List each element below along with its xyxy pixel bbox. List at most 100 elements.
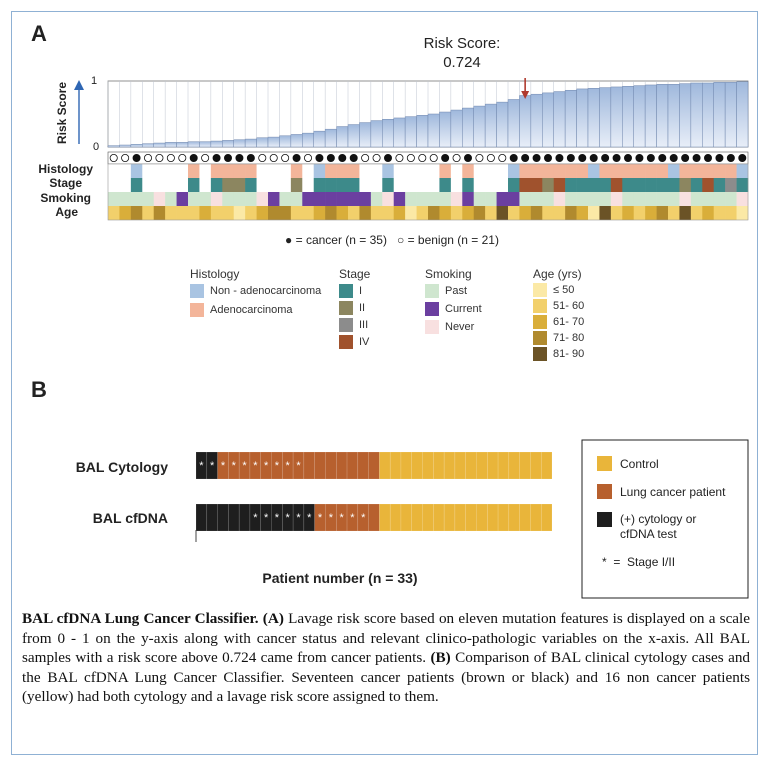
histology-cell (428, 164, 440, 178)
histology-cell (679, 164, 692, 178)
stage-asterisk: * (253, 512, 258, 524)
stage-asterisk: * (242, 460, 247, 472)
age-cell (245, 206, 257, 220)
stage-asterisk: * (199, 460, 204, 472)
risk-bar (542, 92, 554, 148)
cancer-marker (715, 153, 724, 162)
stage-asterisk: * (253, 460, 258, 472)
cancer-marker (315, 153, 324, 162)
stage-cell (142, 178, 155, 192)
smoking-cell (610, 192, 623, 206)
age-cell (336, 206, 349, 220)
benign-marker (121, 153, 130, 162)
smoking-cell (370, 192, 383, 206)
stage-cell (576, 178, 589, 192)
figure-caption: BAL cfDNA Lung Cancer Classifier. (A) La… (22, 609, 750, 707)
cancer-marker (589, 153, 598, 162)
risk-bar (153, 142, 166, 148)
cancer-marker (601, 153, 610, 162)
cancer-segment (325, 451, 337, 480)
risk-bar (656, 84, 669, 148)
stage-cell (610, 178, 623, 192)
legend-histology-title: Histology (190, 267, 240, 281)
smoking-cell (199, 192, 212, 206)
risk-bar (336, 126, 349, 148)
cancer-marker (726, 153, 735, 162)
legend-item-age-71-80: 71- 80 (533, 331, 584, 345)
benign-marker (361, 153, 370, 162)
smoking-cell (473, 192, 486, 206)
stage-cell (348, 178, 360, 192)
benign-marker (303, 153, 312, 162)
cancer-marker (212, 153, 221, 162)
legend-stage-title: Stage (339, 267, 371, 281)
stage-cell (485, 178, 497, 192)
stage-cell (256, 178, 269, 192)
cancer-segment (368, 451, 380, 480)
stage-cell (119, 178, 132, 192)
risk-bar (622, 86, 634, 148)
benign-marker (498, 153, 507, 162)
risk-bar (507, 99, 520, 148)
stage-cell (176, 178, 189, 192)
legend-item-stage-iv: IV (339, 335, 369, 349)
risk-bar (519, 95, 532, 148)
legend-item-past: Past (425, 284, 467, 298)
cancer-marker (692, 153, 701, 162)
age-cell (256, 206, 269, 220)
age-cell (588, 206, 600, 220)
histology-cell (382, 164, 395, 178)
histology-cell (599, 164, 612, 178)
control-segment (508, 451, 520, 480)
risk-bar (393, 117, 406, 148)
legend-swatch (533, 283, 547, 297)
stage-asterisk: * (286, 460, 291, 472)
age-cell (530, 206, 543, 220)
risk-bar (244, 138, 257, 148)
histology-cell (130, 164, 143, 178)
risk-bar (427, 113, 440, 148)
cancer-marker (246, 153, 255, 162)
legend-item-stage-iii: III (339, 318, 368, 332)
histology-cell (199, 164, 212, 178)
histology-cell (302, 164, 315, 178)
age-cell (348, 206, 360, 220)
row-label-smoking: Smoking (40, 191, 91, 205)
risk-bar (210, 140, 223, 148)
legend-item-current: Current (425, 302, 482, 316)
legend-swatch (339, 335, 353, 349)
age-cell (462, 206, 475, 220)
control-segment (389, 451, 402, 480)
risk-bar (130, 144, 143, 148)
smoking-cell (668, 192, 680, 206)
legend-item-non-adeno: Non - adenocarcinoma (190, 284, 321, 298)
risk-bar (222, 140, 234, 148)
cancer-marker (578, 153, 587, 162)
stage-cell (153, 178, 166, 192)
benign-marker (178, 153, 187, 162)
age-cell (473, 206, 486, 220)
smoking-cell (279, 192, 292, 206)
risk-bar (713, 82, 726, 148)
smoking-cell (382, 192, 395, 206)
histology-cell (565, 164, 577, 178)
age-cell (370, 206, 383, 220)
age-cell (668, 206, 680, 220)
legend-swatch-positive (597, 512, 612, 527)
cancer-status-legend: ● = cancer (n = 35) ○ = benign (n = 21) (285, 233, 499, 247)
smoking-cell (725, 192, 737, 206)
histology-cell (610, 164, 623, 178)
age-cell (633, 206, 646, 220)
smoking-cell (393, 192, 406, 206)
age-cell (119, 206, 132, 220)
control-segment (519, 451, 531, 480)
cancer-marker (235, 153, 244, 162)
risk-bar (313, 130, 326, 148)
age-cell (576, 206, 589, 220)
age-cell (279, 206, 292, 220)
caption-title: BAL cfDNA Lung Cancer Classifier. (22, 610, 259, 627)
age-cell (325, 206, 337, 220)
age-cell (645, 206, 657, 220)
control-segment (530, 503, 542, 532)
stage-cell (713, 178, 726, 192)
